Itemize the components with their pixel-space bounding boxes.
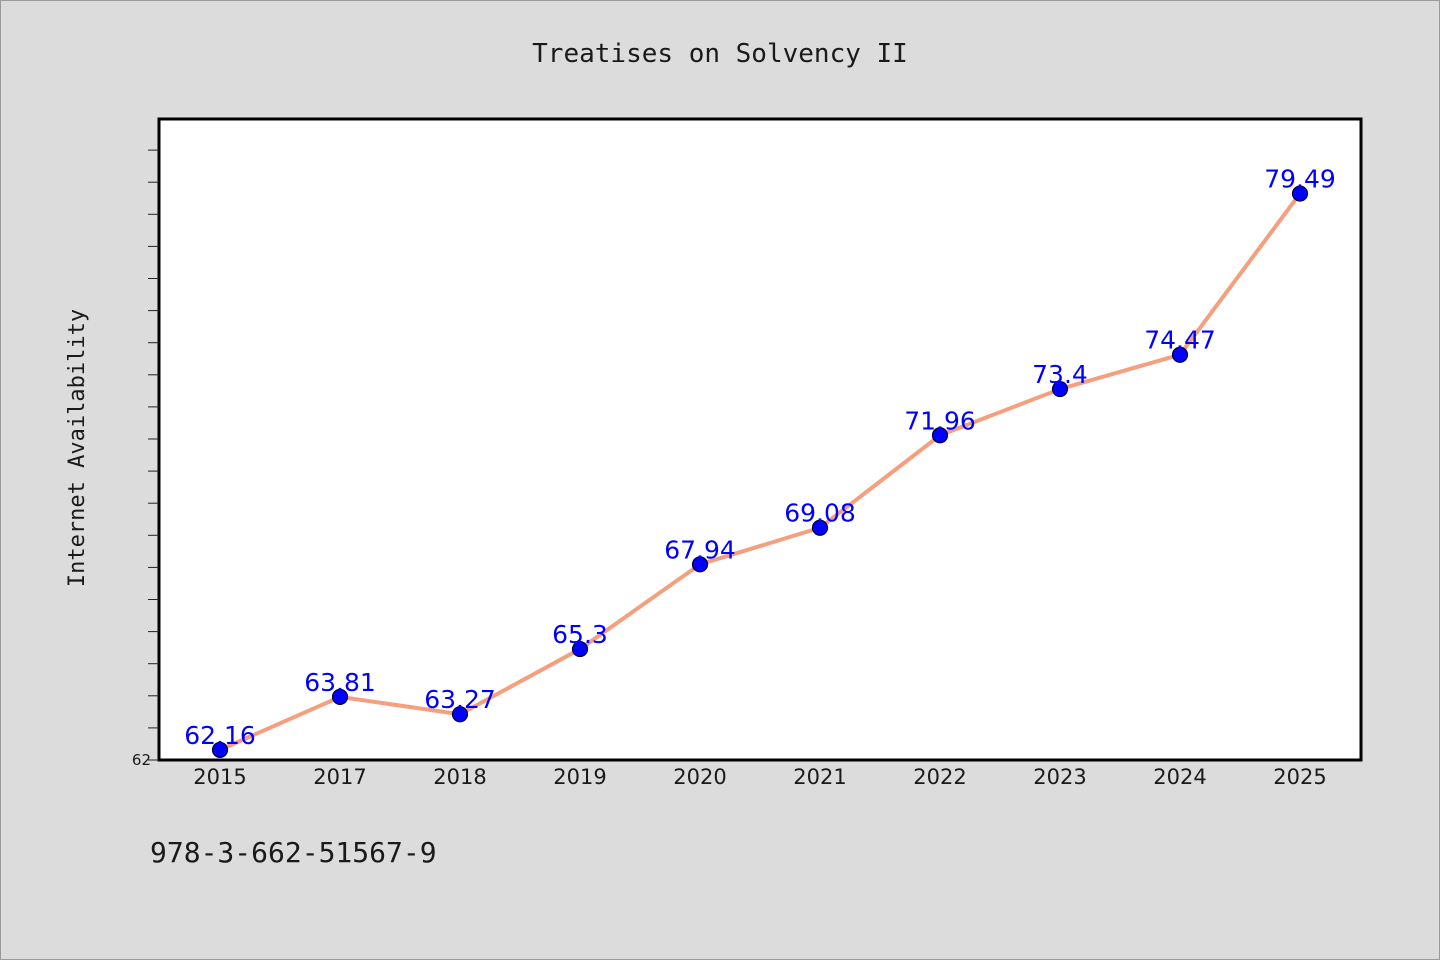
data-point [451, 706, 469, 723]
data-label: 71.96 [904, 406, 976, 435]
x-tick-label: 2023 [1033, 765, 1086, 789]
x-tick-label: 2017 [313, 765, 366, 789]
y-axis-ticks: 62 [132, 149, 159, 769]
data-point [211, 741, 229, 758]
data-point [1171, 346, 1189, 363]
data-label: 79.49 [1264, 165, 1336, 194]
data-markers [211, 185, 1309, 758]
x-tick-label: 2020 [673, 765, 726, 789]
x-tick-label: 2021 [793, 765, 846, 789]
chart-title: Treatises on Solvency II [532, 39, 908, 69]
x-tick-label: 2019 [553, 765, 606, 789]
data-point [931, 427, 949, 444]
data-label: 65.3 [552, 620, 608, 649]
data-label: 74.47 [1144, 326, 1216, 355]
data-labels: 62.16 63.81 63.27 65.3 67.94 69.08 71.96 73.4 74… [184, 165, 1336, 750]
data-point [1051, 380, 1069, 398]
data-point [1291, 185, 1309, 202]
data-label: 67.94 [664, 535, 736, 564]
data-label: 73.4 [1032, 360, 1088, 389]
data-point [571, 640, 589, 658]
data-label: 63.81 [304, 668, 376, 697]
plot-area [157, 117, 1363, 762]
y-tick-label: 62 [132, 751, 151, 769]
data-point [331, 688, 349, 705]
x-tick-label: 2024 [1153, 765, 1206, 789]
x-tick-label: 2025 [1273, 765, 1326, 789]
data-point [811, 519, 829, 536]
x-tick-label: 2018 [433, 765, 486, 789]
series-line [218, 191, 1302, 752]
data-label: 62.16 [184, 721, 256, 750]
data-label: 63.27 [424, 685, 496, 714]
x-tick-label: 2015 [193, 765, 246, 789]
data-point [691, 556, 709, 573]
x-axis-ticks: 2015 2017 2018 2019 2020 2021 2022 2023 2024 2025 [193, 765, 1326, 789]
data-label: 69.08 [784, 499, 856, 528]
x-tick-label: 2022 [913, 765, 966, 789]
isbn-footer: 978-3-662-51567-9 [150, 836, 437, 869]
y-axis-label: Internet Availability [65, 309, 90, 587]
